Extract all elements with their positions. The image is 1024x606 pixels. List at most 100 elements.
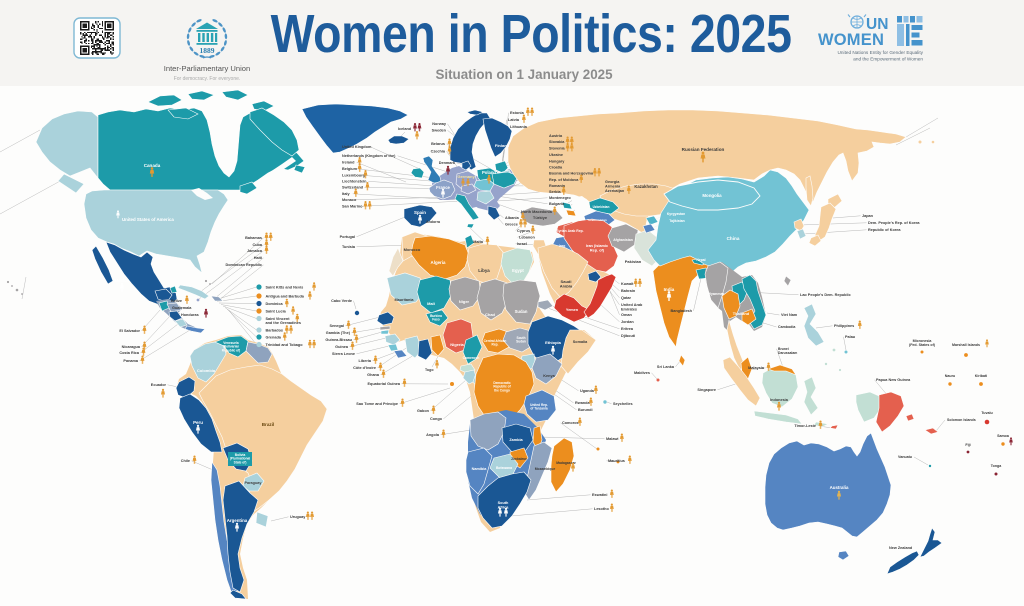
svg-text:Russian Federation: Russian Federation — [682, 147, 725, 152]
svg-text:Democratic: Democratic — [493, 381, 511, 385]
svg-text:and the Empowerment of Women: and the Empowerment of Women — [853, 57, 923, 62]
svg-text:Hungary: Hungary — [549, 160, 565, 164]
svg-text:Mauritius: Mauritius — [608, 459, 625, 463]
svg-text:Sudan: Sudan — [515, 309, 528, 314]
svg-text:Iraq: Iraq — [559, 244, 566, 248]
svg-text:1889: 1889 — [200, 46, 215, 55]
svg-text:Ireland: Ireland — [342, 161, 355, 165]
svg-text:Namibia: Namibia — [472, 467, 488, 471]
svg-text:Andorra: Andorra — [426, 220, 441, 224]
svg-text:New Zealand: New Zealand — [889, 546, 913, 550]
svg-text:Seychelles: Seychelles — [613, 402, 633, 406]
svg-text:Trinidad and Tobago: Trinidad and Tobago — [266, 343, 304, 347]
svg-text:Malaysia: Malaysia — [748, 366, 765, 370]
svg-text:Ukraine: Ukraine — [549, 153, 563, 157]
svg-text:the Congo: the Congo — [494, 388, 510, 392]
svg-text:Saint Vincent: Saint Vincent — [266, 317, 291, 321]
svg-text:Netherlands (Kingdom of the): Netherlands (Kingdom of the) — [342, 154, 396, 158]
svg-text:Bolivia: Bolivia — [235, 453, 246, 457]
svg-text:Libya: Libya — [478, 268, 490, 273]
svg-text:Saint Lucia: Saint Lucia — [266, 309, 287, 313]
svg-text:Inter-Parliamentary Union: Inter-Parliamentary Union — [164, 64, 251, 73]
svg-text:Guatemala: Guatemala — [172, 306, 192, 310]
svg-text:Marshall Islands: Marshall Islands — [952, 343, 980, 347]
svg-text:Mozambique: Mozambique — [535, 467, 556, 471]
svg-text:Niger: Niger — [459, 299, 470, 304]
svg-text:Oman: Oman — [621, 313, 632, 317]
svg-text:United Rep.: United Rep. — [530, 403, 548, 407]
svg-text:Cameroon: Cameroon — [463, 356, 480, 360]
svg-text:Georgia: Georgia — [605, 180, 620, 184]
svg-text:Mexico: Mexico — [115, 278, 130, 283]
svg-text:Australia: Australia — [830, 485, 849, 490]
svg-text:Bosnia and Herzegovina: Bosnia and Herzegovina — [549, 172, 594, 176]
svg-text:Japan: Japan — [862, 214, 874, 218]
svg-text:(Fed. States of): (Fed. States of) — [909, 343, 936, 347]
svg-text:Honduras: Honduras — [181, 313, 199, 317]
svg-text:North Macedonia: North Macedonia — [521, 210, 553, 214]
svg-text:Denmark: Denmark — [439, 161, 456, 165]
svg-text:Tajikistan: Tajikistan — [669, 219, 684, 223]
svg-text:Somalia: Somalia — [573, 340, 588, 344]
svg-text:Palau: Palau — [845, 335, 856, 339]
svg-text:Uruguay: Uruguay — [290, 515, 306, 519]
svg-text:For democracy. For everyone.: For democracy. For everyone. — [174, 76, 241, 82]
svg-text:Nepal: Nepal — [696, 258, 705, 262]
svg-text:Ecuador: Ecuador — [151, 383, 167, 387]
svg-text:Africa: Africa — [498, 505, 510, 509]
svg-text:Nicaragua: Nicaragua — [122, 345, 141, 349]
svg-text:Burundi: Burundi — [578, 408, 593, 412]
svg-text:Madagascar: Madagascar — [556, 461, 576, 465]
svg-text:Republic of): Republic of) — [222, 348, 240, 352]
svg-text:Mauritania: Mauritania — [395, 298, 415, 302]
svg-text:Zimbabwe: Zimbabwe — [511, 457, 527, 461]
svg-text:Kiribati: Kiribati — [975, 374, 987, 378]
svg-text:Azerbaijan: Azerbaijan — [605, 189, 625, 193]
svg-text:Botswana: Botswana — [496, 466, 512, 470]
svg-text:Belarus: Belarus — [431, 142, 445, 146]
svg-text:Rep.: Rep. — [492, 343, 499, 347]
svg-text:Uzbekistan: Uzbekistan — [593, 205, 610, 209]
svg-text:United Nations Entity for Gend: United Nations Entity for Gender Equalit… — [838, 50, 924, 55]
svg-text:Republic of: Republic of — [493, 385, 511, 389]
svg-text:Bangladesh: Bangladesh — [670, 309, 692, 313]
svg-text:of Tanzania: of Tanzania — [530, 407, 548, 411]
svg-text:El Salvador: El Salvador — [119, 329, 140, 333]
svg-text:Guinea: Guinea — [335, 345, 349, 349]
svg-text:Tuvalu: Tuvalu — [981, 411, 992, 415]
svg-text:Ghana: Ghana — [367, 373, 380, 377]
svg-text:Monaco: Monaco — [342, 198, 357, 202]
svg-text:Fiji: Fiji — [965, 443, 970, 447]
svg-text:Syrian Arab Rep.: Syrian Arab Rep. — [556, 229, 583, 233]
svg-text:Belgium: Belgium — [342, 167, 358, 171]
svg-text:and the Grenadines: and the Grenadines — [266, 321, 301, 325]
svg-text:Malta: Malta — [473, 240, 484, 244]
svg-text:India: India — [664, 287, 675, 292]
svg-text:Romania: Romania — [549, 184, 566, 188]
svg-text:Myanmar: Myanmar — [708, 292, 725, 296]
svg-text:Djibouti: Djibouti — [621, 334, 635, 338]
svg-text:Israel: Israel — [517, 242, 527, 246]
svg-text:South: South — [516, 336, 525, 340]
svg-text:Slovenia: Slovenia — [549, 147, 566, 151]
svg-text:Viet Nam: Viet Nam — [781, 313, 798, 317]
svg-text:Montenegro: Montenegro — [549, 196, 571, 200]
svg-text:Albania: Albania — [505, 216, 520, 220]
svg-text:Liberia: Liberia — [359, 359, 372, 363]
svg-text:(Bolivarian: (Bolivarian — [223, 345, 240, 349]
svg-text:Lithuania: Lithuania — [510, 125, 528, 129]
svg-text:Sri Lanka: Sri Lanka — [657, 365, 675, 369]
svg-text:Angola: Angola — [426, 433, 440, 437]
svg-text:Lesotho: Lesotho — [594, 507, 609, 511]
svg-text:Egypt: Egypt — [512, 268, 524, 273]
svg-text:Ethiopia: Ethiopia — [545, 340, 562, 345]
svg-text:Gambia (The): Gambia (The) — [326, 331, 351, 335]
svg-text:Philippines: Philippines — [834, 324, 854, 328]
svg-text:Slovakia: Slovakia — [549, 140, 565, 144]
svg-text:Eritrea: Eritrea — [621, 327, 634, 331]
svg-text:State of): State of) — [234, 460, 247, 464]
svg-text:Malawi: Malawi — [606, 437, 618, 441]
svg-text:Peru: Peru — [193, 420, 203, 425]
svg-text:Norway: Norway — [432, 122, 447, 126]
svg-text:Belize: Belize — [171, 299, 182, 303]
